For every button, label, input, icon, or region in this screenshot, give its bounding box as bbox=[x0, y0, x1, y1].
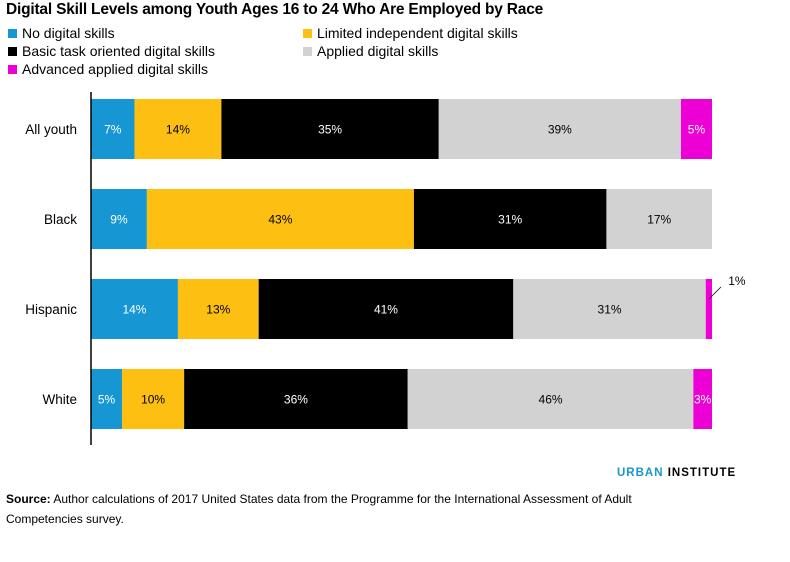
data-label: 7% bbox=[104, 123, 122, 137]
bar-segment bbox=[177, 279, 259, 339]
legend-label: Limited independent digital skills bbox=[317, 25, 518, 41]
data-label: 36% bbox=[284, 393, 308, 407]
data-label: 3% bbox=[694, 393, 712, 407]
data-label: 9% bbox=[110, 213, 128, 227]
bar-segment bbox=[407, 369, 694, 429]
legend-item-no-digital-skills: No digital skills bbox=[8, 25, 115, 41]
bar-segment bbox=[146, 189, 414, 249]
chart-title: Digital Skill Levels among Youth Ages 16… bbox=[6, 1, 544, 18]
data-label: 39% bbox=[548, 123, 572, 137]
category-label: All youth bbox=[25, 122, 77, 137]
logo-rest: INSTITUTE bbox=[663, 467, 737, 479]
data-label: 5% bbox=[98, 393, 116, 407]
data-label: 5% bbox=[688, 123, 706, 137]
bar-segment bbox=[184, 369, 408, 429]
source-text: Author calculations of 2017 United State… bbox=[6, 492, 632, 526]
legend-label: Advanced applied digital skills bbox=[22, 61, 208, 77]
logo-brand: URBAN bbox=[617, 467, 664, 479]
bar-segment bbox=[91, 189, 147, 249]
data-label: 31% bbox=[598, 303, 622, 317]
data-label: 35% bbox=[318, 123, 342, 137]
bar-segment bbox=[413, 189, 607, 249]
data-label: 17% bbox=[647, 213, 671, 227]
bar-segment bbox=[438, 99, 681, 159]
data-label: 43% bbox=[268, 213, 292, 227]
legend-label: Applied digital skills bbox=[317, 43, 439, 59]
legend-item-limited-independent-digital-skills: Limited independent digital skills bbox=[303, 25, 518, 41]
bar-segment bbox=[91, 279, 178, 339]
bar-segment bbox=[680, 99, 712, 159]
legend-item-advanced-applied-digital-skills: Advanced applied digital skills bbox=[8, 61, 208, 77]
data-label: 1% bbox=[728, 274, 746, 288]
legend-item-applied-digital-skills: Applied digital skills bbox=[303, 43, 438, 59]
bar-segment bbox=[258, 279, 514, 339]
bar-segment bbox=[91, 99, 135, 159]
source-note: Source: Author calculations of 2017 Unit… bbox=[6, 489, 706, 529]
legend: No digital skills Basic task oriented di… bbox=[0, 0, 790, 90]
category-label: White bbox=[42, 392, 77, 407]
legend-swatch bbox=[303, 28, 312, 38]
data-label: 10% bbox=[141, 393, 165, 407]
bar-segment bbox=[606, 189, 712, 249]
bar-segment bbox=[134, 99, 222, 159]
data-label: 14% bbox=[122, 303, 146, 317]
data-label: 41% bbox=[374, 303, 398, 317]
urban-institute-logo: URBAN INSTITUTE bbox=[617, 467, 736, 479]
category-label: Black bbox=[44, 212, 77, 227]
legend-item-basic-task-oriented-digital-skills: Basic task oriented digital skills bbox=[8, 43, 215, 59]
data-label: 46% bbox=[539, 393, 563, 407]
leader-line bbox=[708, 286, 722, 300]
bar-segment bbox=[693, 369, 712, 429]
legend-label: No digital skills bbox=[22, 25, 115, 41]
source-label: Source: bbox=[6, 492, 51, 506]
category-label: Hispanic bbox=[25, 302, 77, 317]
legend-swatch bbox=[303, 46, 312, 56]
bar-segment bbox=[705, 279, 712, 339]
bar-segment bbox=[91, 369, 123, 429]
legend-swatch bbox=[8, 64, 17, 74]
data-label: 13% bbox=[206, 303, 230, 317]
legend-label: Basic task oriented digital skills bbox=[22, 43, 215, 59]
bar-segment bbox=[122, 369, 185, 429]
data-label: 31% bbox=[498, 213, 522, 227]
bar-segment bbox=[513, 279, 706, 339]
data-label: 14% bbox=[166, 123, 190, 137]
bar-segment bbox=[221, 99, 439, 159]
legend-swatch bbox=[8, 46, 17, 56]
legend-swatch bbox=[8, 28, 17, 38]
